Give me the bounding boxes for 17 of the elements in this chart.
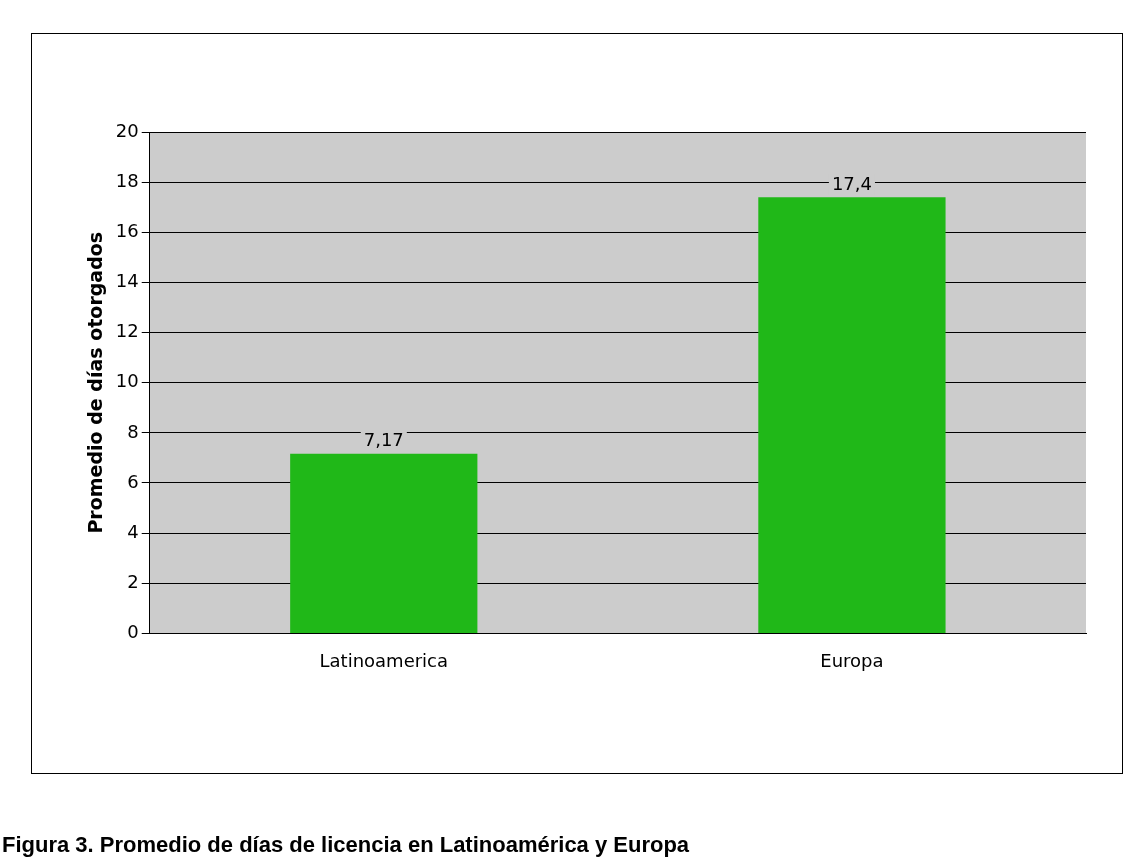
y-tick-label: 2	[127, 570, 139, 592]
y-tick-label: 16	[115, 219, 139, 241]
y-tick-label: 18	[115, 169, 139, 191]
y-tick-label: 4	[127, 520, 139, 542]
y-tick-label: 8	[127, 420, 139, 442]
data-label: 7,17	[363, 429, 404, 451]
y-axis-title: Promedio de días otorgados	[84, 231, 107, 534]
y-tick-label: 6	[127, 470, 139, 492]
y-tick-label: 12	[115, 320, 139, 342]
x-tick-label: Latinoamerica	[319, 649, 449, 671]
x-tick-label: Europa	[820, 649, 884, 671]
data-label: 17,4	[831, 172, 872, 194]
y-tick-label: 20	[115, 119, 139, 141]
text: Figura 3. Promedio de días de licencia en Latinoamérica y Europa	[2, 832, 690, 858]
y-tick-label: 0	[127, 621, 139, 643]
y-tick-label: 10	[115, 370, 139, 392]
y-tick-label: 14	[115, 270, 139, 292]
